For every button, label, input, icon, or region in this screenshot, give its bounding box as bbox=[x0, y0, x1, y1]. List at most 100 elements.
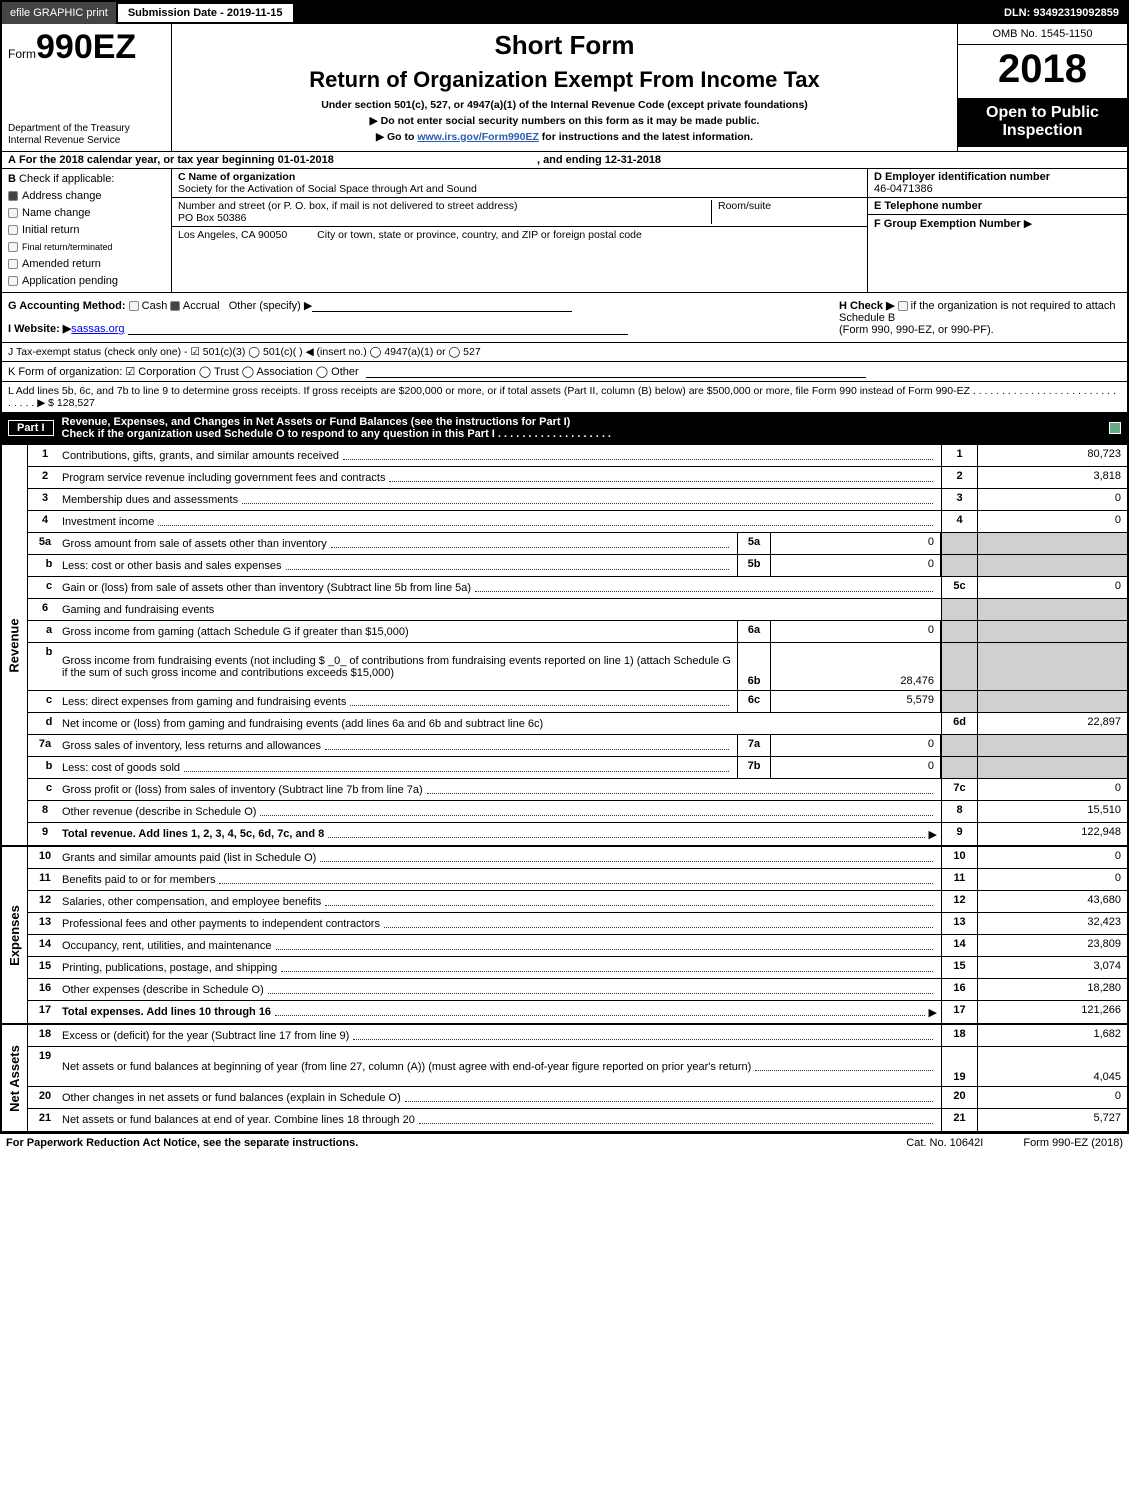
subtitle-section: Under section 501(c), 527, or 4947(a)(1)… bbox=[182, 99, 947, 111]
omb-number: OMB No. 1545-1150 bbox=[958, 24, 1127, 45]
line-7a-midnum: 7a bbox=[737, 735, 771, 756]
line-5b-desc: Less: cost or other basis and sales expe… bbox=[62, 560, 282, 572]
line-5c-refnum: 5c bbox=[941, 577, 977, 598]
line-7c-value: 0 bbox=[977, 779, 1127, 800]
line-17-value: 121,266 bbox=[977, 1001, 1127, 1023]
form-number: Form990EZ bbox=[8, 28, 165, 67]
line-18-value: 1,682 bbox=[977, 1025, 1127, 1046]
submission-date: Submission Date - 2019-11-15 bbox=[117, 3, 294, 23]
line-13-value: 32,423 bbox=[977, 913, 1127, 934]
checkbox-schedule-b[interactable] bbox=[898, 301, 908, 311]
room-suite-label: Room/suite bbox=[711, 200, 861, 224]
line-9-desc: Total revenue. Add lines 1, 2, 3, 4, 5c,… bbox=[62, 828, 324, 840]
line-6d-desc: Net income or (loss) from gaming and fun… bbox=[62, 718, 543, 730]
irs-link[interactable]: www.irs.gov/Form990EZ bbox=[417, 131, 539, 143]
line-7c-refnum: 7c bbox=[941, 779, 977, 800]
checkbox-cash[interactable] bbox=[129, 301, 139, 311]
line-6d-num: d bbox=[28, 713, 62, 734]
line-5a-midval: 0 bbox=[771, 533, 941, 554]
line-6b-greynum bbox=[941, 643, 977, 690]
other-org-underline bbox=[366, 366, 866, 378]
col-def: D Employer identification number 46-0471… bbox=[867, 169, 1127, 292]
line-3-value: 0 bbox=[977, 489, 1127, 510]
line-12-value: 43,680 bbox=[977, 891, 1127, 912]
addr-label: Number and street (or P. O. box, if mail… bbox=[178, 200, 711, 212]
revenue-vlabel: Revenue bbox=[2, 445, 28, 845]
line-7a-midval: 0 bbox=[771, 735, 941, 756]
topbar: efile GRAPHIC print Submission Date - 20… bbox=[2, 2, 1127, 24]
line-19-desc: Net assets or fund balances at beginning… bbox=[62, 1061, 751, 1073]
line-5c-num: c bbox=[28, 577, 62, 598]
line-7b-greynum bbox=[941, 757, 977, 778]
line-6c-greyval bbox=[977, 691, 1127, 712]
checkbox-accrual[interactable] bbox=[170, 301, 180, 311]
row-accounting-method: G Accounting Method: Cash Accrual Other … bbox=[2, 293, 1127, 343]
checkbox-final-return[interactable] bbox=[8, 242, 18, 252]
checkbox-name-change[interactable] bbox=[8, 208, 18, 218]
checkbox-initial-return[interactable] bbox=[8, 225, 18, 235]
line-1-value: 80,723 bbox=[977, 445, 1127, 466]
website-link[interactable]: sassas.org bbox=[71, 323, 124, 335]
line-6a-midval: 0 bbox=[771, 621, 941, 642]
department-label: Department of the Treasury Internal Reve… bbox=[8, 123, 165, 147]
subtitle-goto: Go to www.irs.gov/Form990EZ for instruct… bbox=[182, 131, 947, 143]
goto-pre: Go to bbox=[387, 131, 417, 143]
checkbox-address-change[interactable] bbox=[8, 191, 18, 201]
gross-receipts-amount: ▶ $ 128,527 bbox=[37, 397, 95, 409]
form-header: Form990EZ Department of the Treasury Int… bbox=[2, 24, 1127, 152]
line-7b-midnum: 7b bbox=[737, 757, 771, 778]
line-17-desc: Total expenses. Add lines 10 through 16 bbox=[62, 1006, 271, 1018]
subtitle-warning: Do not enter social security numbers on … bbox=[182, 115, 947, 127]
line-5a-midnum: 5a bbox=[737, 533, 771, 554]
line-13-refnum: 13 bbox=[941, 913, 977, 934]
checkbox-amended-return[interactable] bbox=[8, 259, 18, 269]
efile-print-button[interactable]: efile GRAPHIC print bbox=[2, 2, 116, 24]
line-21-desc: Net assets or fund balances at end of ye… bbox=[62, 1114, 415, 1126]
line-16-num: 16 bbox=[28, 979, 62, 1000]
line-6a-num: a bbox=[28, 621, 62, 642]
line-6b-midval: 28,476 bbox=[771, 643, 941, 690]
line-7b-midval: 0 bbox=[771, 757, 941, 778]
line-15-refnum: 15 bbox=[941, 957, 977, 978]
line-11-refnum: 11 bbox=[941, 869, 977, 890]
line-17-num: 17 bbox=[28, 1001, 62, 1023]
line-14-refnum: 14 bbox=[941, 935, 977, 956]
website-label: I Website: ▶ bbox=[8, 323, 71, 335]
header-right: OMB No. 1545-1150 2018 Open to Public In… bbox=[957, 24, 1127, 151]
line-6b-num: b bbox=[28, 643, 62, 690]
cash-label: Cash bbox=[142, 300, 168, 312]
org-form-text: K Form of organization: ☑ Corporation ◯ … bbox=[8, 366, 359, 378]
application-pending-label: Application pending bbox=[22, 275, 118, 287]
line-2-desc: Program service revenue including govern… bbox=[62, 472, 385, 484]
initial-return-label: Initial return bbox=[22, 224, 79, 236]
checkbox-schedule-o[interactable] bbox=[1109, 422, 1121, 434]
accrual-label: Accrual bbox=[183, 300, 220, 312]
revenue-section: Revenue 1Contributions, gifts, grants, a… bbox=[2, 443, 1127, 845]
checkbox-application-pending[interactable] bbox=[8, 276, 18, 286]
form-990ez: 990EZ bbox=[36, 28, 136, 66]
netassets-vlabel: Net Assets bbox=[2, 1025, 28, 1131]
short-form-title: Short Form bbox=[182, 30, 947, 61]
line-9-refnum: 9 bbox=[941, 823, 977, 845]
return-title: Return of Organization Exempt From Incom… bbox=[182, 67, 947, 93]
line-13-desc: Professional fees and other payments to … bbox=[62, 918, 380, 930]
irs-label: Internal Revenue Service bbox=[8, 135, 165, 147]
open-to-public: Open to Public Inspection bbox=[958, 98, 1127, 147]
line-6-greyval bbox=[977, 599, 1127, 620]
line-6a-greynum bbox=[941, 621, 977, 642]
line-16-value: 18,280 bbox=[977, 979, 1127, 1000]
other-specify-input[interactable] bbox=[312, 300, 572, 312]
paperwork-notice: For Paperwork Reduction Act Notice, see … bbox=[6, 1137, 358, 1149]
line-7a-greyval bbox=[977, 735, 1127, 756]
line-11-num: 11 bbox=[28, 869, 62, 890]
line-6b-midnum: 6b bbox=[737, 643, 771, 690]
line-18-num: 18 bbox=[28, 1025, 62, 1046]
line-14-value: 23,809 bbox=[977, 935, 1127, 956]
line-6-desc: Gaming and fundraising events bbox=[62, 604, 214, 616]
form-page-label: Form 990-EZ (2018) bbox=[1023, 1137, 1123, 1149]
line-6b-greyval bbox=[977, 643, 1127, 690]
header-center: Short Form Return of Organization Exempt… bbox=[172, 24, 957, 151]
final-return-label: Final return/terminated bbox=[22, 242, 113, 252]
org-name: Society for the Activation of Social Spa… bbox=[178, 183, 861, 195]
line-7b-desc: Less: cost of goods sold bbox=[62, 762, 180, 774]
